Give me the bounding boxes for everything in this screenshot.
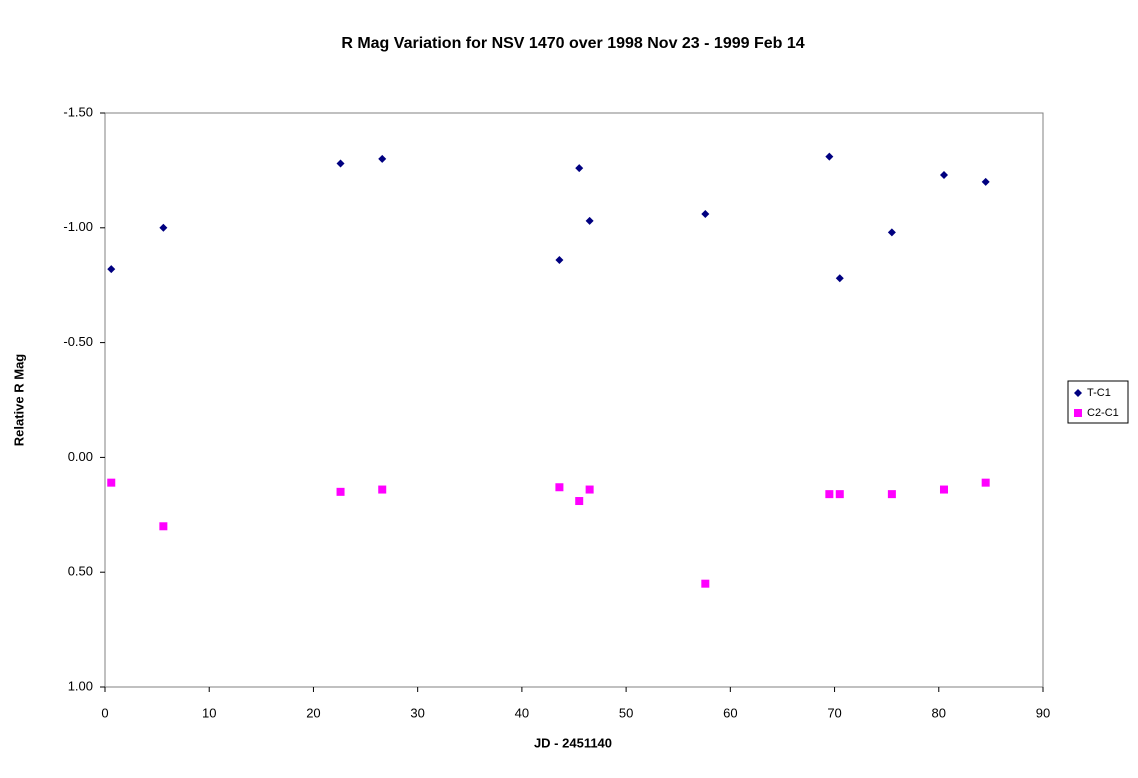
y-tick-label: -1.00 (63, 219, 93, 234)
legend-label: C2-C1 (1087, 407, 1119, 419)
data-point (378, 485, 387, 494)
x-axis-title: JD - 2451140 (534, 735, 612, 750)
data-point (981, 478, 990, 487)
data-point (835, 274, 844, 283)
y-tick-label: -1.50 (63, 104, 93, 119)
data-point (939, 485, 948, 494)
y-tick-label: -0.50 (63, 334, 93, 349)
data-point (107, 478, 116, 487)
data-point (378, 154, 387, 163)
x-tick-label: 20 (306, 705, 320, 720)
data-point (555, 255, 564, 264)
data-point (825, 490, 834, 499)
legend-label: T-C1 (1087, 387, 1111, 399)
data-point (575, 497, 584, 506)
x-tick-label: 10 (202, 705, 216, 720)
data-point (981, 177, 990, 186)
x-tick-label: 90 (1036, 705, 1050, 720)
data-point (159, 522, 168, 531)
chart-title: R Mag Variation for NSV 1470 over 1998 N… (341, 35, 804, 52)
y-axis-title: Relative R Mag (11, 354, 26, 447)
x-tick-label: 60 (723, 705, 737, 720)
data-point (939, 170, 948, 179)
x-tick-label: 80 (932, 705, 946, 720)
y-tick-label: 1.00 (68, 678, 93, 693)
data-point (835, 490, 844, 499)
data-point (555, 483, 564, 492)
legend-marker (1074, 389, 1082, 397)
y-tick-label: 0.50 (68, 564, 93, 579)
data-point (336, 159, 345, 168)
legend-marker (1074, 409, 1082, 417)
data-point (159, 223, 168, 232)
data-point (825, 152, 834, 161)
x-tick-label: 0 (101, 705, 108, 720)
data-point (585, 485, 594, 494)
x-tick-label: 50 (619, 705, 633, 720)
data-point (887, 228, 896, 237)
data-point (887, 490, 896, 499)
data-point (701, 210, 710, 219)
data-point (107, 265, 116, 274)
data-point (575, 164, 584, 173)
data-point (701, 579, 710, 588)
x-tick-label: 70 (827, 705, 841, 720)
x-tick-label: 40 (515, 705, 529, 720)
data-point (585, 216, 594, 225)
y-tick-label: 0.00 (68, 449, 93, 464)
x-tick-label: 30 (410, 705, 424, 720)
data-point (336, 487, 345, 496)
plot-area (104, 112, 1044, 688)
